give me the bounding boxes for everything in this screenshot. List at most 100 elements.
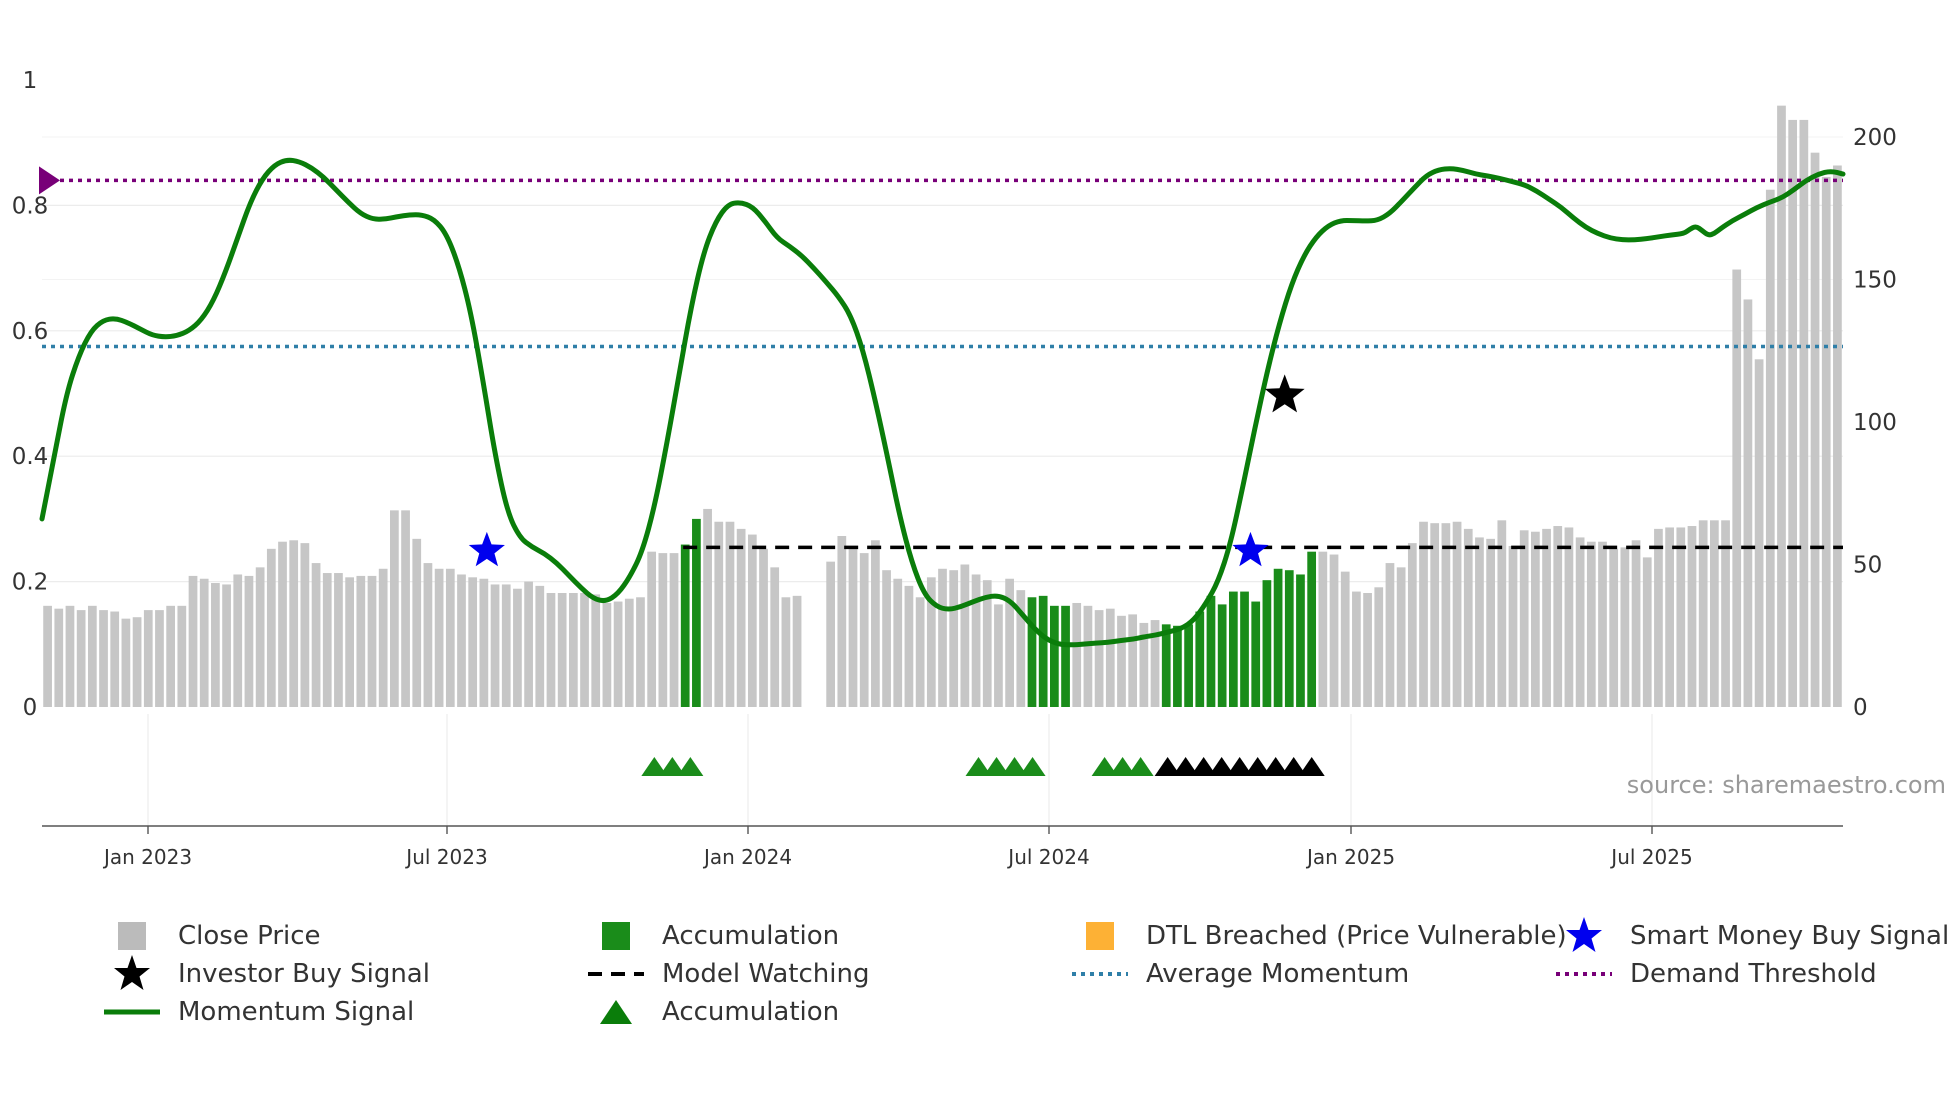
close-price-bar xyxy=(781,597,791,707)
close-price-bar xyxy=(1799,119,1809,707)
x-tick-label: Jul 2023 xyxy=(404,845,487,869)
green-line-icon xyxy=(100,994,164,1030)
accumulation-bar xyxy=(1240,591,1249,707)
close-price-bar xyxy=(882,570,891,707)
accumulation-bar xyxy=(1027,597,1037,707)
close-price-bar xyxy=(949,570,959,707)
green-triangle-icon xyxy=(584,994,648,1030)
bottom-panel xyxy=(641,757,1325,776)
close-price-bar xyxy=(255,567,265,707)
close-price-bar xyxy=(1508,545,1518,707)
legend-label: DTL Breached (Price Vulnerable) xyxy=(1146,921,1567,951)
close-price-bar xyxy=(110,611,120,707)
y-left-tick-label: 0.2 xyxy=(12,570,49,596)
legend-accumulation-bar: Accumulation xyxy=(584,918,839,954)
legend-label: Model Watching xyxy=(662,959,870,989)
x-tick-label: Jan 2025 xyxy=(1305,845,1395,869)
close-price-bar xyxy=(1777,105,1786,707)
watching-triangle xyxy=(1226,757,1253,776)
close-price-bars xyxy=(43,105,1842,708)
watching-triangle xyxy=(1280,757,1307,776)
close-price-bar xyxy=(770,567,780,707)
close-price-bar xyxy=(356,575,366,707)
accumulation-triangle xyxy=(641,757,668,776)
close-price-bar xyxy=(1072,602,1082,707)
close-price-bar xyxy=(1765,189,1775,708)
close-price-bar xyxy=(1609,548,1619,707)
dotted-purple-line-icon xyxy=(1552,956,1616,992)
close-price-bar xyxy=(613,601,623,707)
close-price-bar xyxy=(871,540,880,707)
black-star-icon xyxy=(100,955,164,992)
accumulation-bar xyxy=(1296,574,1305,707)
accumulation-bar xyxy=(1050,605,1059,707)
x-tick-label: Jan 2023 xyxy=(102,845,192,869)
close-price-bar xyxy=(1385,563,1395,707)
close-price-bar xyxy=(602,602,612,707)
close-price-bar xyxy=(244,575,254,707)
close-price-bar xyxy=(1441,523,1451,707)
signal-markers xyxy=(468,374,1305,567)
watching-triangle xyxy=(1154,757,1181,776)
close-price-bar xyxy=(300,543,310,707)
close-price-bar xyxy=(1564,527,1574,707)
close-price-bar xyxy=(155,610,164,707)
y-left-tick-label: 1 xyxy=(23,68,38,94)
close-price-bar xyxy=(792,595,802,707)
watching-triangle xyxy=(1190,757,1217,776)
accumulation-triangle xyxy=(659,757,686,776)
close-price-bar xyxy=(1642,557,1652,707)
close-price-bar xyxy=(479,578,489,707)
accumulation-bar xyxy=(1206,595,1216,707)
reference-lines xyxy=(39,166,1843,550)
close-price-bar xyxy=(222,584,231,707)
dtl-swatch xyxy=(1068,918,1132,954)
accumulation-bar xyxy=(1061,605,1070,707)
close-price-bar xyxy=(826,561,835,707)
smart-money-star xyxy=(1232,531,1269,567)
legend-label: Accumulation xyxy=(662,921,840,951)
close-price-bar xyxy=(1698,520,1708,707)
smart-money-star xyxy=(468,531,505,567)
dashed-line-icon xyxy=(584,956,648,992)
accumulation-bar xyxy=(1184,624,1193,707)
close-price-bar xyxy=(1150,620,1160,707)
close-price-bar xyxy=(378,568,388,707)
close-price-bar xyxy=(1631,540,1641,707)
legend-label: Demand Threshold xyxy=(1630,959,1877,989)
close-price-bar xyxy=(166,605,176,707)
close-price-bar xyxy=(1430,523,1440,707)
y-right-tick-label: 0 xyxy=(1853,695,1868,721)
close-price-bar xyxy=(1083,605,1093,707)
close-price-bar xyxy=(938,568,947,707)
legend-smart-money: Smart Money Buy Signal xyxy=(1552,917,1949,954)
legend-label: Close Price xyxy=(178,921,321,951)
close-price-bar xyxy=(714,521,724,707)
y-left-tick-label: 0.8 xyxy=(12,193,49,219)
close-price-bar xyxy=(1586,541,1596,707)
close-price-bar xyxy=(412,538,422,707)
close-price-bar xyxy=(1352,591,1361,707)
close-price-bar xyxy=(1374,587,1384,707)
accumulation-triangle xyxy=(1001,757,1028,776)
legend-demand-threshold: Demand Threshold xyxy=(1552,956,1877,992)
blue-star-icon xyxy=(1552,917,1616,954)
close-price-bar xyxy=(837,536,847,707)
y-left-tick-label: 0.6 xyxy=(12,319,49,345)
close-price-bar xyxy=(468,577,478,707)
momentum-line xyxy=(39,157,1846,648)
close-price-bar xyxy=(334,573,343,707)
close-price-bar xyxy=(893,578,903,707)
close-price-bar xyxy=(1531,531,1540,707)
close-price-bar xyxy=(1519,530,1529,707)
close-price-bar xyxy=(1318,551,1328,707)
close-price-bar xyxy=(278,541,287,707)
accumulation-bar xyxy=(1307,551,1317,707)
grid-lines xyxy=(42,136,1843,826)
accumulation-triangle xyxy=(965,757,992,776)
y-right-tick-label: 150 xyxy=(1853,268,1897,294)
legend-close-price: Close Price xyxy=(100,918,321,954)
accumulation-bar xyxy=(1173,625,1182,707)
close-price-bar xyxy=(99,610,108,707)
